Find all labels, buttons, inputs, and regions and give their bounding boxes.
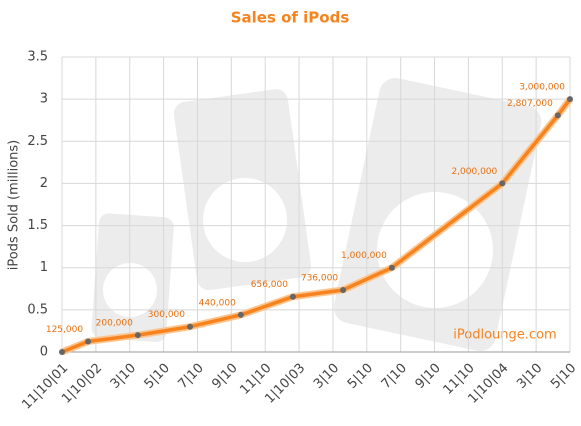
x-tick-label: 5|10: [142, 361, 173, 392]
y-tick-label: 0.5: [27, 302, 48, 317]
marker: [554, 112, 561, 119]
annotation: iPodlounge.com: [453, 328, 556, 343]
data-label: 440,000: [199, 298, 236, 308]
marker: [499, 180, 506, 187]
x-tick-label: 5|10: [345, 361, 376, 392]
data-label: 200,000: [96, 319, 133, 329]
chart-title: Sales of iPods: [231, 9, 350, 27]
y-axis-label: iPods Sold (millions): [7, 140, 22, 271]
x-tick-label: 11|10|01: [19, 361, 71, 413]
x-tick-label: 3|10: [311, 361, 342, 392]
data-label: 736,000: [301, 273, 338, 283]
data-label: 2,807,000: [507, 99, 553, 109]
data-label: 125,000: [46, 325, 83, 335]
marker: [85, 338, 92, 345]
marker: [388, 264, 395, 271]
marker: [134, 332, 141, 339]
data-label: 3,000,000: [519, 83, 565, 93]
y-tick-label: 0: [40, 345, 48, 360]
marker: [59, 349, 65, 355]
data-label: 656,000: [251, 280, 288, 290]
y-tick-label: 1: [40, 260, 48, 275]
x-tick-label: 3|10: [108, 361, 139, 392]
marker: [289, 293, 296, 300]
x-tick-label: 3|10: [514, 361, 545, 392]
x-tick-label: 7|10: [379, 361, 410, 392]
y-tick-label: 1.5: [27, 218, 48, 233]
y-tick-label: 2.5: [27, 134, 48, 149]
data-label: 2,000,000: [451, 167, 497, 177]
x-tick-label: 7|10: [176, 361, 207, 392]
marker: [340, 286, 347, 293]
y-tick-label: 3.5: [27, 50, 48, 65]
x-tick-label: 9|10: [413, 361, 444, 392]
data-label: 1,000,000: [341, 251, 387, 261]
marker: [187, 323, 194, 330]
marker: [567, 96, 573, 103]
marker: [237, 311, 244, 318]
x-tick-label: 5|10: [548, 361, 579, 392]
x-tick-label: 9|10: [209, 361, 240, 392]
y-tick-label: 3: [40, 92, 48, 107]
y-tick-label: 2: [40, 176, 48, 191]
data-label: 300,000: [148, 310, 185, 320]
